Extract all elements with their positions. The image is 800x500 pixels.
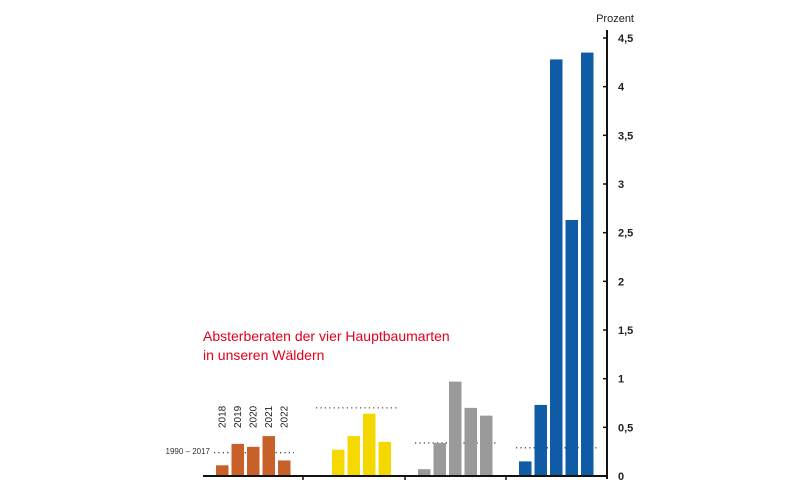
bar-group-2-bar-3 xyxy=(363,413,376,476)
bar-group-2-bar-2 xyxy=(347,436,360,476)
y-tick-label-2: 1 xyxy=(618,374,624,386)
y-tick-label-6: 3 xyxy=(618,179,624,191)
bar-group-4-bar-2 xyxy=(534,404,547,476)
bar-groups xyxy=(216,52,594,477)
bar-group-4-bar-5 xyxy=(581,52,594,476)
year-label-2020: 2020 xyxy=(248,405,259,428)
bar-group-2-bar-4 xyxy=(378,441,391,476)
y-tick-label-3: 1,5 xyxy=(618,325,633,337)
y-tick-label-8: 4 xyxy=(618,82,625,94)
bar-group-4-bar-4 xyxy=(565,220,578,476)
year-label-2021: 2021 xyxy=(264,405,275,428)
year-label-2019: 2019 xyxy=(233,405,244,428)
bar-group-1-bar-3 xyxy=(247,446,260,476)
reference-period-label: 1990 – 2017 xyxy=(166,447,211,456)
axes xyxy=(203,30,608,480)
bar-group-3-bar-5 xyxy=(480,415,493,476)
year-label-2018: 2018 xyxy=(217,405,228,428)
bar-group-1-bar-5 xyxy=(278,460,291,476)
bar-group-4-bar-1 xyxy=(519,461,532,476)
y-tick-label-4: 2 xyxy=(618,276,624,288)
bar-group-3-bar-3 xyxy=(449,381,462,476)
year-label-2022: 2022 xyxy=(279,405,290,428)
bar-group-3-bar-4 xyxy=(464,407,477,476)
y-tick-label-7: 3,5 xyxy=(618,130,633,142)
year-labels: 2018 2019 2020 2021 2022 xyxy=(217,405,290,428)
bar-group-3 xyxy=(418,381,493,476)
bar-group-3-bar-1 xyxy=(418,469,431,476)
bar-group-4 xyxy=(519,52,594,477)
y-tick-label-5: 2,5 xyxy=(618,228,633,240)
y-tick-label-0: 0 xyxy=(618,471,624,483)
bar-group-1 xyxy=(216,436,291,476)
chart-title-line-2: in unseren Wäldern xyxy=(203,347,324,363)
bar-group-3-bar-2 xyxy=(433,442,446,476)
bar-group-1-bar-1 xyxy=(216,465,229,476)
y-axis-ticks: 0 0,5 1 1,5 2 2,5 3 3,5 4 4,5 xyxy=(603,33,633,483)
y-axis-unit-label: Prozent xyxy=(596,13,634,25)
bar-group-2 xyxy=(332,413,391,476)
bar-group-2-bar-1 xyxy=(332,449,345,476)
chart-title-line-1: Absterberaten der vier Hauptbaumarten xyxy=(203,328,450,344)
bar-group-1-bar-4 xyxy=(262,436,275,476)
bar-group-4-bar-3 xyxy=(550,59,563,477)
y-tick-label-9: 4,5 xyxy=(618,33,633,45)
y-tick-label-1: 0,5 xyxy=(618,422,633,434)
chart-title: Absterberaten der vier Hauptbaumarten in… xyxy=(203,328,450,363)
bar-group-1-bar-2 xyxy=(231,443,244,476)
